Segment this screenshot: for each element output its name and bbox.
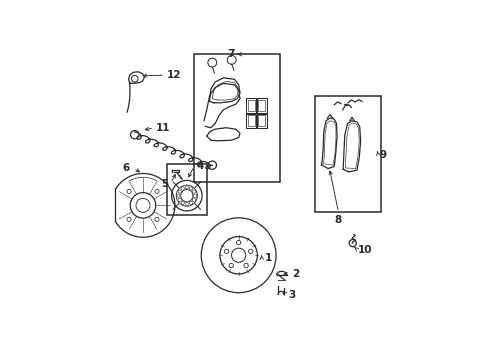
Bar	[257, 98, 267, 113]
Bar	[257, 114, 267, 128]
Bar	[167, 164, 207, 215]
Text: 8: 8	[335, 215, 342, 225]
Bar	[258, 115, 265, 126]
Bar	[247, 100, 255, 111]
Text: 1: 1	[265, 253, 271, 263]
Bar	[195, 54, 280, 182]
Text: 9: 9	[379, 150, 387, 161]
Text: 2: 2	[292, 269, 299, 279]
Text: 10: 10	[358, 245, 372, 255]
Bar	[247, 115, 255, 126]
Text: 3: 3	[289, 291, 296, 301]
Text: 6: 6	[122, 163, 129, 174]
Bar	[258, 100, 265, 111]
Text: 5: 5	[161, 179, 169, 189]
Text: 7: 7	[227, 49, 235, 59]
Text: 11: 11	[155, 123, 170, 133]
Bar	[315, 96, 381, 212]
Bar	[246, 98, 256, 113]
Text: 12: 12	[167, 70, 181, 80]
Bar	[246, 114, 256, 128]
Text: 4: 4	[196, 161, 204, 171]
